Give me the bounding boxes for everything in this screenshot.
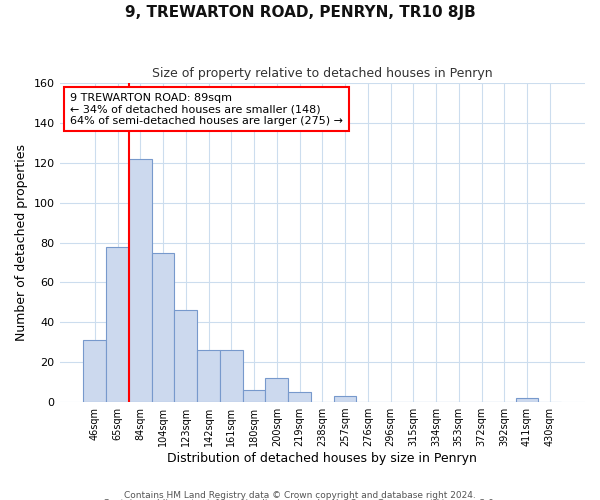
Bar xyxy=(197,350,220,402)
Text: 9, TREWARTON ROAD, PENRYN, TR10 8JB: 9, TREWARTON ROAD, PENRYN, TR10 8JB xyxy=(125,5,475,20)
X-axis label: Distribution of detached houses by size in Penryn: Distribution of detached houses by size … xyxy=(167,452,477,465)
Text: 9 TREWARTON ROAD: 89sqm
← 34% of detached houses are smaller (148)
64% of semi-d: 9 TREWARTON ROAD: 89sqm ← 34% of detache… xyxy=(70,92,343,126)
Bar xyxy=(265,378,288,402)
Bar xyxy=(83,340,106,402)
Bar xyxy=(106,246,129,402)
Text: Contains HM Land Registry data © Crown copyright and database right 2024.: Contains HM Land Registry data © Crown c… xyxy=(124,490,476,500)
Bar xyxy=(220,350,242,402)
Bar xyxy=(288,392,311,402)
Bar xyxy=(129,159,152,402)
Bar xyxy=(515,398,538,402)
Bar xyxy=(334,396,356,402)
Y-axis label: Number of detached properties: Number of detached properties xyxy=(15,144,28,341)
Bar xyxy=(242,390,265,402)
Bar xyxy=(152,252,175,402)
Title: Size of property relative to detached houses in Penryn: Size of property relative to detached ho… xyxy=(152,68,493,80)
Bar xyxy=(175,310,197,402)
